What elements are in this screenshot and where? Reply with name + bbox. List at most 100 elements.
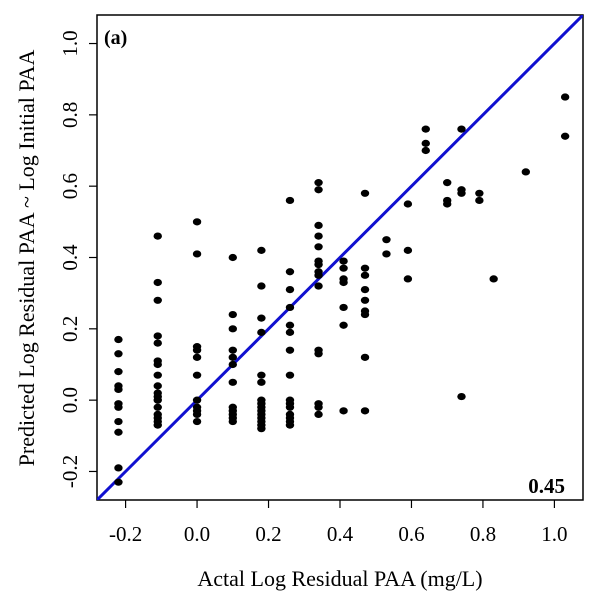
- data-point: [153, 278, 162, 287]
- data-point: [560, 93, 570, 101]
- data-point: [443, 179, 452, 187]
- data-point: [521, 168, 531, 176]
- data-point: [153, 421, 162, 429]
- data-point: [228, 417, 237, 426]
- data-point: [192, 371, 202, 379]
- data-point: [114, 478, 123, 486]
- data-point: [475, 189, 484, 197]
- data-point: [285, 196, 295, 205]
- data-point: [257, 425, 266, 433]
- data-point: [360, 296, 370, 304]
- data-point: [228, 310, 237, 319]
- data-point: [314, 350, 323, 358]
- data-point: [114, 350, 123, 358]
- data-point: [421, 146, 430, 155]
- data-point: [285, 285, 295, 294]
- x-tick-label: 0.0: [184, 522, 210, 546]
- data-point: [314, 403, 323, 411]
- y-axis-title: Predicted Log Residual PAA ~ Log Initial…: [14, 50, 39, 467]
- data-point: [285, 328, 295, 336]
- data-point: [314, 221, 323, 230]
- data-point: [285, 346, 295, 354]
- data-point: [382, 250, 391, 258]
- data-point: [153, 296, 162, 304]
- data-point: [314, 179, 323, 187]
- data-point: [314, 232, 323, 240]
- data-point: [192, 396, 202, 404]
- data-point: [257, 328, 266, 336]
- data-point: [192, 417, 202, 426]
- data-point: [360, 271, 370, 279]
- data-point: [421, 139, 430, 147]
- data-point: [114, 417, 123, 426]
- data-points-layer: [114, 93, 570, 486]
- data-point: [114, 403, 123, 411]
- data-point: [314, 261, 323, 269]
- y-tick-label: 0.6: [58, 173, 82, 199]
- data-point: [360, 264, 370, 272]
- data-point: [257, 314, 266, 322]
- data-point: [314, 271, 323, 279]
- data-point: [382, 236, 391, 244]
- correlation-annotation: 0.45: [528, 474, 565, 498]
- data-point: [403, 275, 413, 283]
- data-point: [114, 464, 123, 472]
- data-point: [192, 353, 202, 361]
- data-point: [114, 368, 123, 376]
- x-tick-label: 0.8: [470, 522, 496, 546]
- data-point: [114, 428, 123, 436]
- data-point: [153, 360, 162, 369]
- data-point: [314, 282, 323, 290]
- y-tick-label: 0.2: [58, 316, 82, 342]
- data-point: [457, 392, 466, 401]
- data-point: [228, 325, 237, 333]
- data-point: [403, 200, 413, 208]
- y-tick-label: 0.4: [58, 244, 82, 271]
- data-point: [114, 335, 123, 344]
- x-tick-label: 0.6: [398, 522, 424, 546]
- data-point: [228, 378, 237, 386]
- data-point: [457, 125, 466, 133]
- data-point: [285, 403, 295, 411]
- data-point: [192, 410, 202, 419]
- data-point: [339, 303, 348, 312]
- data-point: [228, 346, 237, 354]
- data-point: [257, 282, 266, 290]
- data-point: [443, 200, 452, 208]
- data-point: [153, 396, 162, 404]
- data-point: [403, 246, 413, 254]
- data-point: [153, 403, 162, 411]
- x-tick-label: 1.0: [541, 522, 567, 546]
- data-point: [192, 250, 202, 258]
- reference-line: [97, 15, 583, 500]
- data-point: [114, 385, 123, 394]
- data-point: [228, 360, 237, 369]
- data-point: [257, 378, 266, 386]
- data-point: [339, 407, 348, 415]
- data-point: [257, 246, 266, 254]
- data-point: [153, 382, 162, 390]
- data-point: [360, 189, 370, 197]
- data-point: [285, 321, 295, 329]
- y-tick-label: 0.8: [58, 102, 82, 128]
- x-tick-label: 0.4: [327, 522, 354, 546]
- data-point: [339, 257, 348, 265]
- data-point: [153, 332, 162, 340]
- data-point: [489, 275, 498, 283]
- data-point: [475, 196, 484, 205]
- y-tick-label: 0.0: [58, 387, 82, 413]
- x-tick-label: 0.2: [255, 522, 281, 546]
- data-point: [339, 278, 348, 287]
- reference-line-layer: [97, 15, 583, 500]
- x-tick-label: -0.2: [109, 522, 142, 546]
- y-tick-label: -0.2: [58, 455, 82, 488]
- data-point: [314, 243, 323, 251]
- data-point: [421, 125, 430, 133]
- data-point: [314, 186, 323, 194]
- data-point: [360, 407, 370, 415]
- x-axis: -0.2 0.0 0.2 0.4 0.6 0.8 1.0: [109, 500, 568, 546]
- y-tick-label: 1.0: [58, 30, 82, 56]
- data-point: [153, 232, 162, 240]
